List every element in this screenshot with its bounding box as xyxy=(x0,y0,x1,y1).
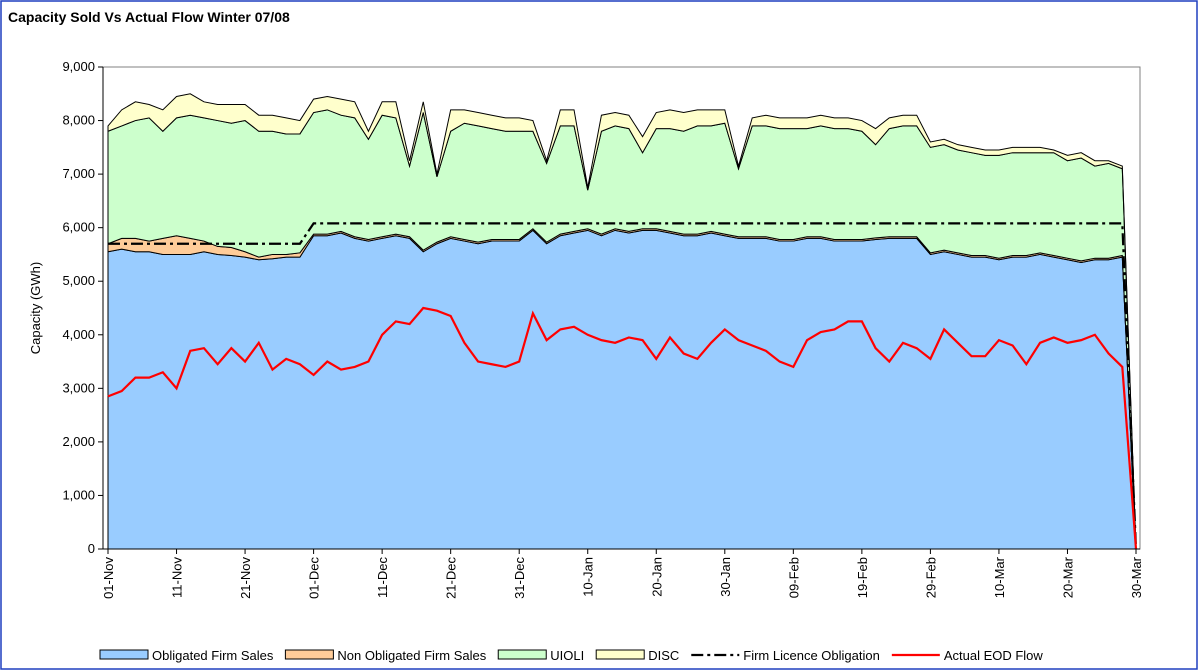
x-tick-label: 20-Jan xyxy=(649,557,664,597)
x-tick-label: 01-Dec xyxy=(307,557,322,599)
x-tick-label: 01-Nov xyxy=(101,557,116,599)
y-tick-label: 9,000 xyxy=(62,59,95,74)
legend-label: Actual EOD Flow xyxy=(944,648,1044,663)
legend-swatch xyxy=(595,649,645,660)
line xyxy=(108,222,1138,550)
x-tick-label: 20-Mar xyxy=(1060,556,1075,598)
x-tick-label: 19-Feb xyxy=(855,557,870,598)
x-tick-label: 30-Mar xyxy=(1129,556,1144,598)
y-tick-label: 1,000 xyxy=(62,487,95,502)
line xyxy=(107,306,1138,550)
x-tick-label: 10-Mar xyxy=(992,556,1007,598)
y-tick-label: 0 xyxy=(88,541,95,556)
y-axis-label: Capacity (GWh) xyxy=(28,262,43,354)
legend-label: Firm Licence Obligation xyxy=(743,648,880,663)
x-tick-label: 11-Nov xyxy=(170,557,185,598)
chart-title: Capacity Sold Vs Actual Flow Winter 07/0… xyxy=(8,9,290,25)
legend-label: DISC xyxy=(648,648,679,663)
x-tick-label: 31-Dec xyxy=(512,557,527,599)
y-tick-label: 6,000 xyxy=(62,220,95,235)
y-tick-label: 2,000 xyxy=(62,434,95,449)
y-tick-label: 7,000 xyxy=(62,166,95,181)
y-tick-label: 3,000 xyxy=(62,380,95,395)
legend-label: UIOLI xyxy=(550,648,584,663)
x-tick-label: 21-Dec xyxy=(444,557,459,599)
x-tick-label: 09-Feb xyxy=(786,557,801,598)
y-tick-label: 4,000 xyxy=(62,327,95,342)
y-tick-label: 5,000 xyxy=(62,273,95,288)
x-tick-label: 21-Nov xyxy=(238,557,253,599)
x-tick-label: 30-Jan xyxy=(718,557,733,597)
x-tick-label: 11-Dec xyxy=(375,557,390,598)
legend-swatch xyxy=(99,649,149,660)
x-tick-label: 10-Jan xyxy=(581,557,596,597)
y-tick-label: 8,000 xyxy=(62,113,95,128)
area xyxy=(107,93,1137,550)
legend-swatch xyxy=(284,649,334,660)
area xyxy=(107,229,1137,550)
x-tick-label: 29-Feb xyxy=(923,557,938,598)
legend-label: Non Obligated Firm Sales xyxy=(337,648,486,663)
legend-label: Obligated Firm Sales xyxy=(152,648,274,663)
legend-swatch xyxy=(497,649,547,660)
